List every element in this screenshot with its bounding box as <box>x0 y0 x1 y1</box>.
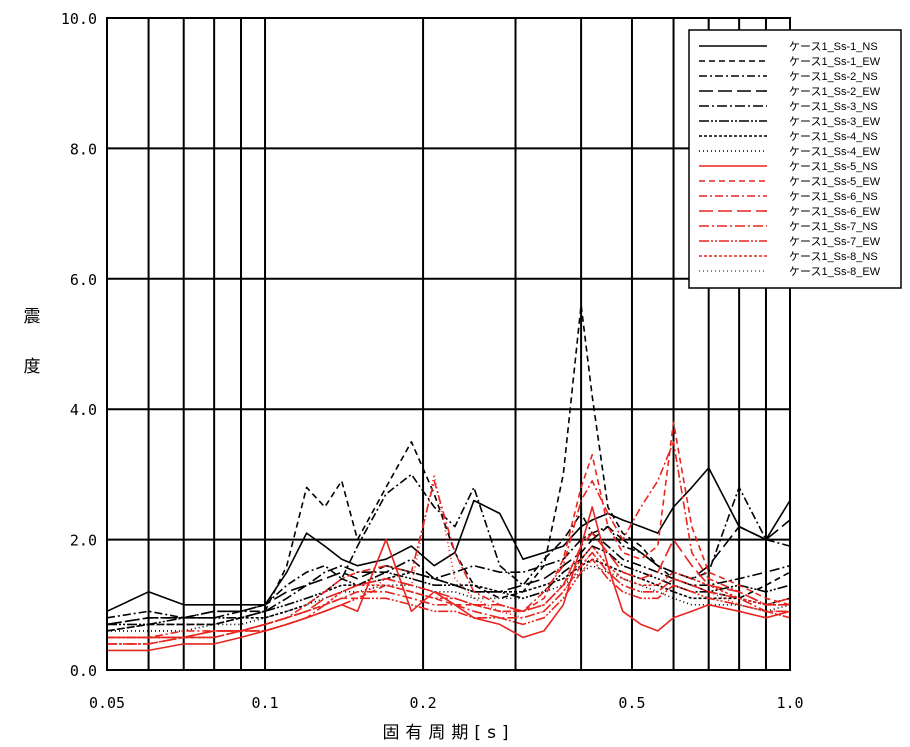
series-line <box>106 558 791 632</box>
series-lines <box>106 304 791 652</box>
legend-label: ケース1_Ss-4_NS <box>789 130 878 143</box>
x-tick-label: 0.1 <box>251 694 278 712</box>
y-axis-title-char: 震 <box>24 307 41 327</box>
legend-label: ケース1_Ss-7_NS <box>789 220 878 233</box>
legend-label: ケース1_Ss-3_NS <box>789 100 878 113</box>
grid-lines <box>106 17 791 671</box>
y-tick-label: 0.0 <box>70 662 97 680</box>
legend-label: ケース1_Ss-3_EW <box>789 115 881 128</box>
legend: ケース1_Ss-1_NS ケース1_Ss-1_EW ケース1_Ss-2_NS ケース1… <box>688 29 902 289</box>
x-tick-labels: 0.05 0.1 0.2 0.5 1.0 <box>89 694 804 712</box>
x-tick-label: 0.5 <box>618 694 645 712</box>
y-tick-label: 2.0 <box>70 532 97 550</box>
y-tick-labels: 0.0 2.0 4.0 6.0 8.0 10.0 <box>61 10 97 680</box>
y-axis-title-char: 度 <box>24 357 41 377</box>
series-line <box>106 304 791 632</box>
y-tick-label: 8.0 <box>70 140 97 158</box>
series-line <box>106 532 791 626</box>
legend-label: ケース1_Ss-2_EW <box>789 85 881 98</box>
legend-label: ケース1_Ss-1_EW <box>789 55 881 68</box>
legend-label: ケース1_Ss-8_NS <box>789 250 878 263</box>
y-tick-label: 10.0 <box>61 10 97 28</box>
legend-label: ケース1_Ss-1_NS <box>789 40 878 53</box>
series-line <box>107 545 790 639</box>
series-line <box>107 564 791 632</box>
legend-label: ケース1_Ss-8_EW <box>789 265 881 278</box>
series-line <box>107 558 791 645</box>
legend-label: ケース1_Ss-7_EW <box>789 235 881 248</box>
series-line <box>107 545 791 626</box>
legend-label: ケース1_Ss-4_EW <box>789 145 881 158</box>
y-tick-label: 4.0 <box>70 401 97 419</box>
series-line <box>106 519 791 626</box>
y-axis-title: 震度 <box>24 307 41 377</box>
x-tick-label: 0.05 <box>89 694 125 712</box>
legend-label: ケース1_Ss-5_NS <box>789 160 878 173</box>
y-tick-label: 6.0 <box>70 271 97 289</box>
x-axis-title: 固有周期[s] <box>382 723 514 743</box>
x-tick-label: 1.0 <box>776 694 803 712</box>
legend-label: ケース1_Ss-5_EW <box>789 175 881 188</box>
plot-frame <box>106 17 791 671</box>
legend-box <box>688 29 902 289</box>
legend-label: ケース1_Ss-6_EW <box>789 205 881 218</box>
legend-label: ケース1_Ss-2_NS <box>789 70 878 83</box>
series-line <box>106 467 791 613</box>
x-tick-label: 0.2 <box>410 694 437 712</box>
legend-label: ケース1_Ss-6_NS <box>789 190 878 203</box>
series-line <box>107 532 790 639</box>
